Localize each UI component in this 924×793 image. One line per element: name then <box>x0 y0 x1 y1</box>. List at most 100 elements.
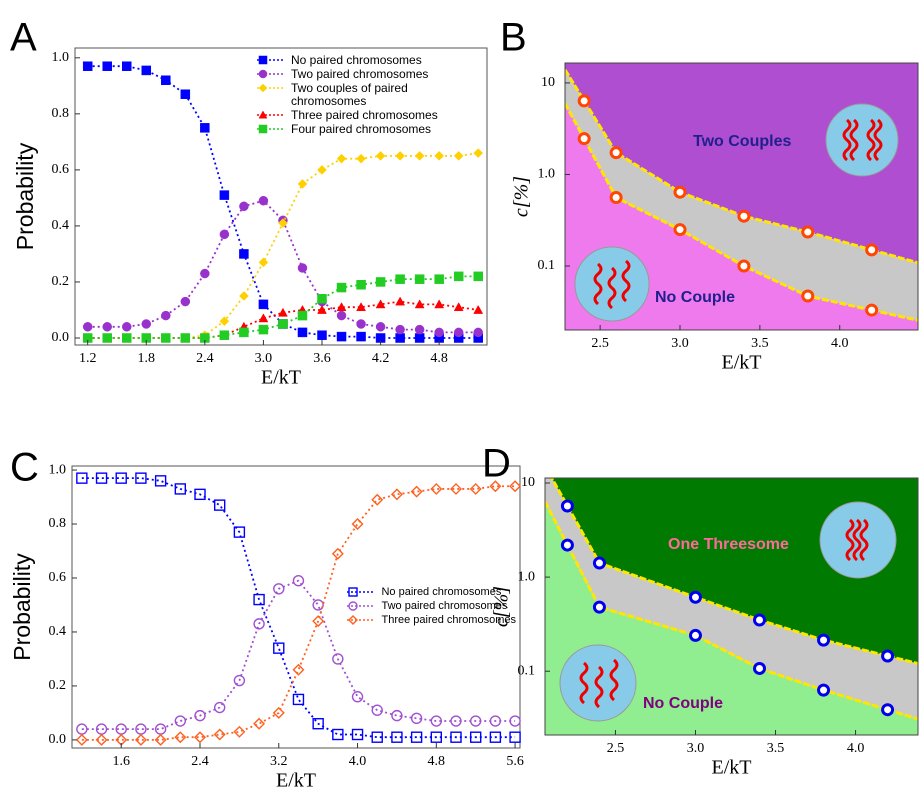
marker <box>331 547 344 560</box>
legend: No paired chromosomes Two paired chromoso… <box>255 54 483 137</box>
x-tick-label: 2.4 <box>196 351 214 366</box>
marker <box>336 282 347 293</box>
region <box>545 478 918 720</box>
marker <box>253 593 265 606</box>
marker <box>213 728 226 741</box>
y-tick-label: 1.0 <box>518 569 536 584</box>
marker <box>469 715 482 727</box>
marker <box>410 731 423 743</box>
icon-cell <box>574 246 650 322</box>
marker <box>395 274 405 284</box>
panel: D 2.5 3.0 3.5 4.0 10 1.0 0.1 E/kT c[%] <box>482 442 919 779</box>
icon-no-couple <box>574 246 650 322</box>
marker <box>258 257 269 268</box>
marker <box>135 472 147 484</box>
marker <box>317 165 327 175</box>
marker <box>297 179 308 189</box>
marker <box>200 123 210 133</box>
marker <box>356 153 366 164</box>
marker <box>450 482 462 495</box>
marker <box>213 701 226 714</box>
marker <box>174 483 187 495</box>
marker <box>272 706 285 719</box>
marker <box>219 229 230 240</box>
marker <box>102 333 112 343</box>
marker <box>273 583 285 595</box>
point <box>881 649 895 663</box>
icon-threesome <box>819 501 897 579</box>
point <box>737 209 751 223</box>
marker <box>414 333 425 343</box>
plot-frame <box>71 465 521 749</box>
marker <box>278 307 288 317</box>
marker <box>469 731 482 743</box>
marker <box>82 322 93 332</box>
marker <box>258 299 269 310</box>
y-tick-label: 0.1 <box>538 258 556 273</box>
boundary-extension <box>545 500 569 546</box>
marker <box>356 280 366 290</box>
marker <box>95 472 108 484</box>
marker <box>336 331 347 342</box>
y-tick-label: 10 <box>541 75 555 90</box>
x-tick-label: 5.6 <box>506 754 524 769</box>
region <box>565 69 918 321</box>
marker <box>332 728 344 741</box>
y-tick-label: 0.1 <box>518 663 536 678</box>
point <box>688 590 702 604</box>
marker <box>434 327 444 338</box>
boundary-line <box>566 544 889 712</box>
legend-entry: Three paired chromosomes <box>345 614 516 627</box>
x-tick-label: 4.8 <box>428 754 446 769</box>
marker <box>410 712 423 725</box>
point <box>881 703 895 717</box>
marker <box>297 327 308 338</box>
marker <box>258 110 268 119</box>
marker <box>102 322 112 332</box>
boundary-extension <box>871 248 918 265</box>
marker <box>200 268 210 279</box>
marker <box>258 195 269 206</box>
y-tick-label: 0.2 <box>52 274 70 289</box>
y-tick-label: 0.8 <box>49 516 67 531</box>
marker <box>371 704 383 716</box>
marker <box>336 310 347 321</box>
marker <box>312 718 324 730</box>
marker <box>219 330 230 340</box>
boundary-line <box>582 137 873 312</box>
marker <box>395 324 405 335</box>
legend-entry: No paired chromosomes <box>345 586 516 599</box>
legend-label: No paired chromosomes <box>381 586 502 598</box>
legend-swatch <box>257 69 285 79</box>
marker <box>213 499 226 511</box>
marker <box>434 274 444 284</box>
marker <box>154 733 167 746</box>
x-tick-label: 4.0 <box>349 754 367 769</box>
marker <box>348 587 359 597</box>
marker <box>473 304 484 314</box>
marker <box>161 75 171 85</box>
marker <box>239 291 249 301</box>
marker <box>134 733 147 746</box>
marker <box>453 302 464 312</box>
boundary-line <box>566 505 888 658</box>
legend-swatch <box>257 83 285 93</box>
y-tick-label: 1.0 <box>52 50 70 65</box>
legend-swatch <box>257 110 285 119</box>
marker <box>375 151 386 161</box>
marker <box>414 274 425 284</box>
marker <box>453 327 464 338</box>
marker <box>317 330 327 340</box>
marker <box>336 302 347 312</box>
panel: A 1.2 1.8 2.4 3.0 3.6 4.2 4.8 0.0 0.2 0.4 0.6 0.8 1.0… <box>10 16 488 389</box>
panel-label: B <box>500 16 527 60</box>
marker <box>489 731 502 743</box>
marker <box>434 151 445 161</box>
marker <box>102 61 112 71</box>
marker <box>75 733 88 746</box>
marker <box>239 201 249 212</box>
x-tick-label: 3.0 <box>671 336 689 351</box>
marker <box>453 151 464 161</box>
